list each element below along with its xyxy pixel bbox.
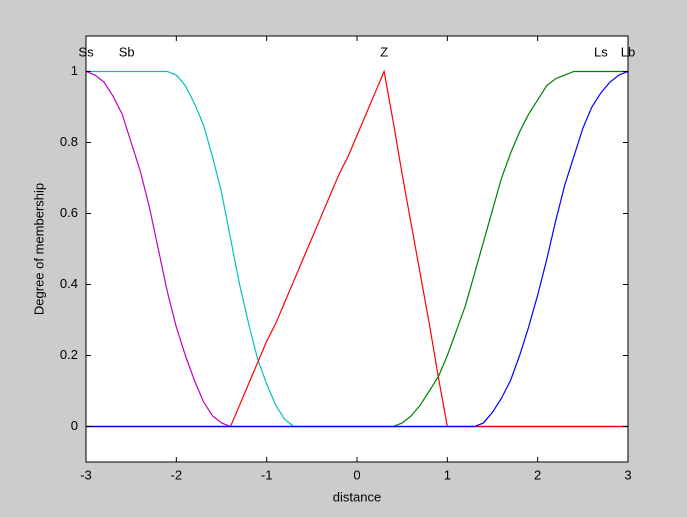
plot-area: [86, 36, 628, 462]
series-label: Ls: [594, 44, 608, 59]
x-tick-label: -3: [80, 467, 92, 482]
series-line: [86, 70, 629, 428]
x-tick-label: 1: [444, 467, 451, 482]
y-tick-label: 0.2: [60, 347, 78, 362]
series-label: Ss: [78, 44, 94, 59]
y-tick-label: 1: [71, 63, 78, 78]
x-tick-label: -1: [261, 467, 273, 482]
x-axis-label: distance: [333, 489, 381, 504]
y-tick-label: 0.6: [60, 205, 78, 220]
x-tick-label: 0: [353, 467, 360, 482]
y-axis-label: Degree of membership: [31, 183, 46, 315]
y-tick-label: 0.8: [60, 134, 78, 149]
series-label: Sb: [119, 44, 135, 59]
x-tick-label: -2: [171, 467, 183, 482]
y-tick-label: 0: [71, 418, 78, 433]
x-tick-label: 3: [624, 467, 631, 482]
x-tick-label: 2: [534, 467, 541, 482]
y-tick-label: 0.4: [60, 276, 78, 291]
series-label: Z: [380, 44, 388, 59]
series-label: Lb: [621, 44, 635, 59]
